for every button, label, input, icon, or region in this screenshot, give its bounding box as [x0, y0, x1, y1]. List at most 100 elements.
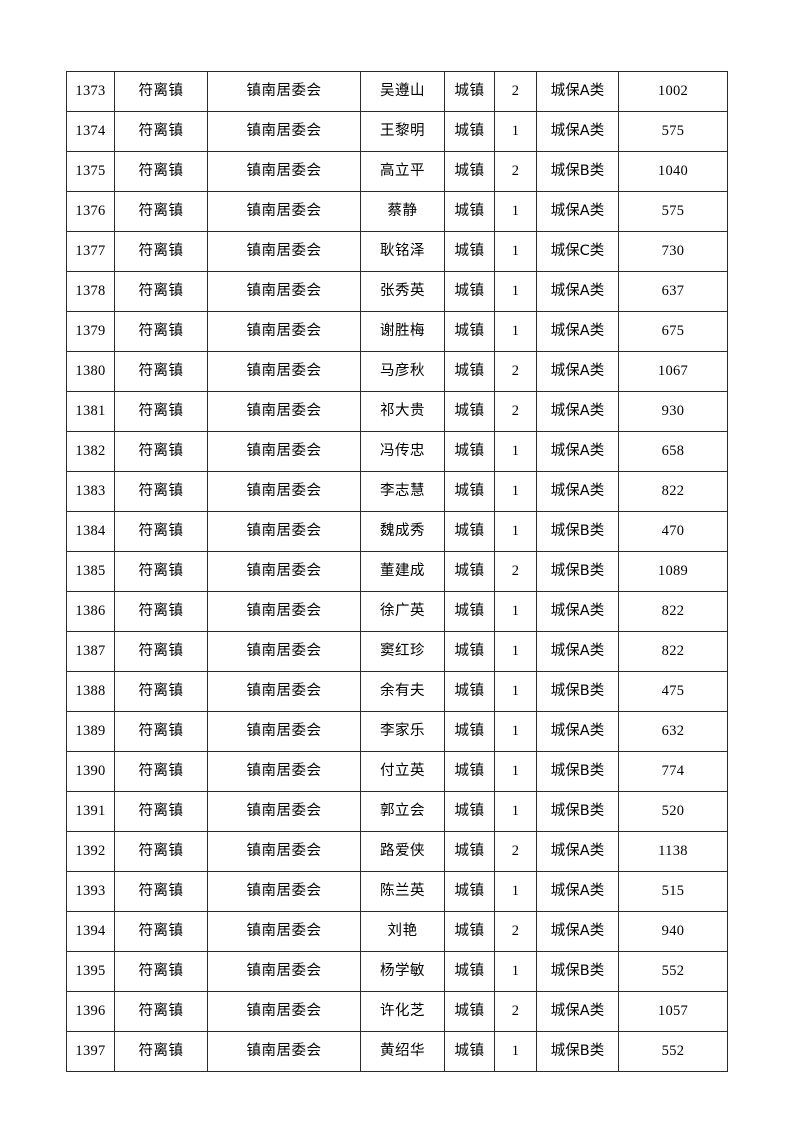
cell-community: 镇南居委会 [207, 111, 361, 152]
cell-sequence-number: 1396 [66, 991, 115, 1032]
cell-amount: 730 [618, 231, 728, 272]
cell-subsidy-category: 城保A类 [536, 831, 619, 872]
cell-subsidy-category: 城保A类 [536, 471, 619, 512]
cell-sequence-number: 1383 [66, 471, 115, 512]
cell-people-count: 2 [494, 351, 537, 392]
cell-people-count: 1 [494, 631, 537, 672]
cell-household-type: 城镇 [444, 391, 495, 432]
cell-amount: 552 [618, 951, 728, 992]
roster-table-container: 1373 符离镇 镇南居委会 吴遵山 城镇 2 城保A类 1002 1374 符离镇 镇南居委会 王黎… [66, 71, 728, 1072]
cell-people-count: 2 [494, 71, 537, 112]
cell-town: 符离镇 [114, 351, 208, 392]
cell-community: 镇南居委会 [207, 911, 361, 952]
cell-sequence-number: 1386 [66, 591, 115, 632]
table-row: 1391 符离镇 镇南居委会 郭立会 城镇 1 城保B类 520 [66, 791, 728, 832]
cell-community: 镇南居委会 [207, 791, 361, 832]
cell-subsidy-category: 城保A类 [536, 871, 619, 912]
cell-subsidy-category: 城保A类 [536, 711, 619, 752]
cell-household-type: 城镇 [444, 151, 495, 192]
cell-town: 符离镇 [114, 191, 208, 232]
cell-household-type: 城镇 [444, 991, 495, 1032]
cell-town: 符离镇 [114, 671, 208, 712]
cell-people-count: 1 [494, 311, 537, 352]
cell-town: 符离镇 [114, 831, 208, 872]
cell-sequence-number: 1375 [66, 151, 115, 192]
cell-amount: 1067 [618, 351, 728, 392]
cell-household-type: 城镇 [444, 671, 495, 712]
cell-person-name: 耿铭泽 [360, 231, 445, 272]
cell-person-name: 杨学敏 [360, 951, 445, 992]
table-row: 1385 符离镇 镇南居委会 董建成 城镇 2 城保B类 1089 [66, 551, 728, 592]
cell-person-name: 谢胜梅 [360, 311, 445, 352]
cell-sequence-number: 1389 [66, 711, 115, 752]
cell-people-count: 1 [494, 431, 537, 472]
cell-person-name: 祁大贵 [360, 391, 445, 432]
cell-town: 符离镇 [114, 591, 208, 632]
table-row: 1381 符离镇 镇南居委会 祁大贵 城镇 2 城保A类 930 [66, 391, 728, 432]
table-row: 1393 符离镇 镇南居委会 陈兰英 城镇 1 城保A类 515 [66, 871, 728, 912]
cell-household-type: 城镇 [444, 591, 495, 632]
cell-town: 符离镇 [114, 751, 208, 792]
table-row: 1379 符离镇 镇南居委会 谢胜梅 城镇 1 城保A类 675 [66, 311, 728, 352]
cell-amount: 822 [618, 591, 728, 632]
table-row: 1389 符离镇 镇南居委会 李家乐 城镇 1 城保A类 632 [66, 711, 728, 752]
cell-community: 镇南居委会 [207, 351, 361, 392]
cell-sequence-number: 1381 [66, 391, 115, 432]
table-row: 1378 符离镇 镇南居委会 张秀英 城镇 1 城保A类 637 [66, 271, 728, 312]
cell-amount: 774 [618, 751, 728, 792]
table-row: 1397 符离镇 镇南居委会 黄绍华 城镇 1 城保B类 552 [66, 1031, 728, 1072]
cell-subsidy-category: 城保B类 [536, 951, 619, 992]
cell-subsidy-category: 城保B类 [536, 1031, 619, 1072]
cell-sequence-number: 1387 [66, 631, 115, 672]
cell-people-count: 1 [494, 671, 537, 712]
cell-person-name: 陈兰英 [360, 871, 445, 912]
cell-person-name: 郭立会 [360, 791, 445, 832]
cell-household-type: 城镇 [444, 831, 495, 872]
cell-household-type: 城镇 [444, 271, 495, 312]
cell-subsidy-category: 城保A类 [536, 71, 619, 112]
cell-community: 镇南居委会 [207, 511, 361, 552]
cell-people-count: 1 [494, 1031, 537, 1072]
cell-household-type: 城镇 [444, 71, 495, 112]
cell-sequence-number: 1380 [66, 351, 115, 392]
cell-person-name: 余有夫 [360, 671, 445, 712]
cell-town: 符离镇 [114, 431, 208, 472]
cell-community: 镇南居委会 [207, 71, 361, 112]
cell-subsidy-category: 城保B类 [536, 671, 619, 712]
cell-community: 镇南居委会 [207, 1031, 361, 1072]
cell-amount: 1040 [618, 151, 728, 192]
cell-community: 镇南居委会 [207, 831, 361, 872]
cell-subsidy-category: 城保A类 [536, 111, 619, 152]
cell-household-type: 城镇 [444, 951, 495, 992]
roster-table-body: 1373 符离镇 镇南居委会 吴遵山 城镇 2 城保A类 1002 1374 符离镇 镇南居委会 王黎… [66, 71, 728, 1072]
cell-sequence-number: 1390 [66, 751, 115, 792]
cell-community: 镇南居委会 [207, 471, 361, 512]
cell-person-name: 付立英 [360, 751, 445, 792]
cell-amount: 1002 [618, 71, 728, 112]
cell-town: 符离镇 [114, 311, 208, 352]
cell-person-name: 董建成 [360, 551, 445, 592]
cell-household-type: 城镇 [444, 111, 495, 152]
cell-subsidy-category: 城保A类 [536, 191, 619, 232]
cell-sequence-number: 1392 [66, 831, 115, 872]
cell-household-type: 城镇 [444, 311, 495, 352]
cell-town: 符离镇 [114, 151, 208, 192]
cell-people-count: 1 [494, 231, 537, 272]
cell-sequence-number: 1394 [66, 911, 115, 952]
cell-subsidy-category: 城保B类 [536, 511, 619, 552]
cell-sequence-number: 1391 [66, 791, 115, 832]
cell-subsidy-category: 城保B类 [536, 751, 619, 792]
cell-household-type: 城镇 [444, 1031, 495, 1072]
cell-subsidy-category: 城保A类 [536, 631, 619, 672]
cell-people-count: 2 [494, 831, 537, 872]
cell-subsidy-category: 城保A类 [536, 591, 619, 632]
cell-people-count: 2 [494, 551, 537, 592]
table-row: 1395 符离镇 镇南居委会 杨学敏 城镇 1 城保B类 552 [66, 951, 728, 992]
cell-subsidy-category: 城保A类 [536, 911, 619, 952]
cell-people-count: 1 [494, 471, 537, 512]
cell-town: 符离镇 [114, 551, 208, 592]
cell-household-type: 城镇 [444, 231, 495, 272]
cell-household-type: 城镇 [444, 631, 495, 672]
cell-people-count: 1 [494, 791, 537, 832]
cell-household-type: 城镇 [444, 511, 495, 552]
